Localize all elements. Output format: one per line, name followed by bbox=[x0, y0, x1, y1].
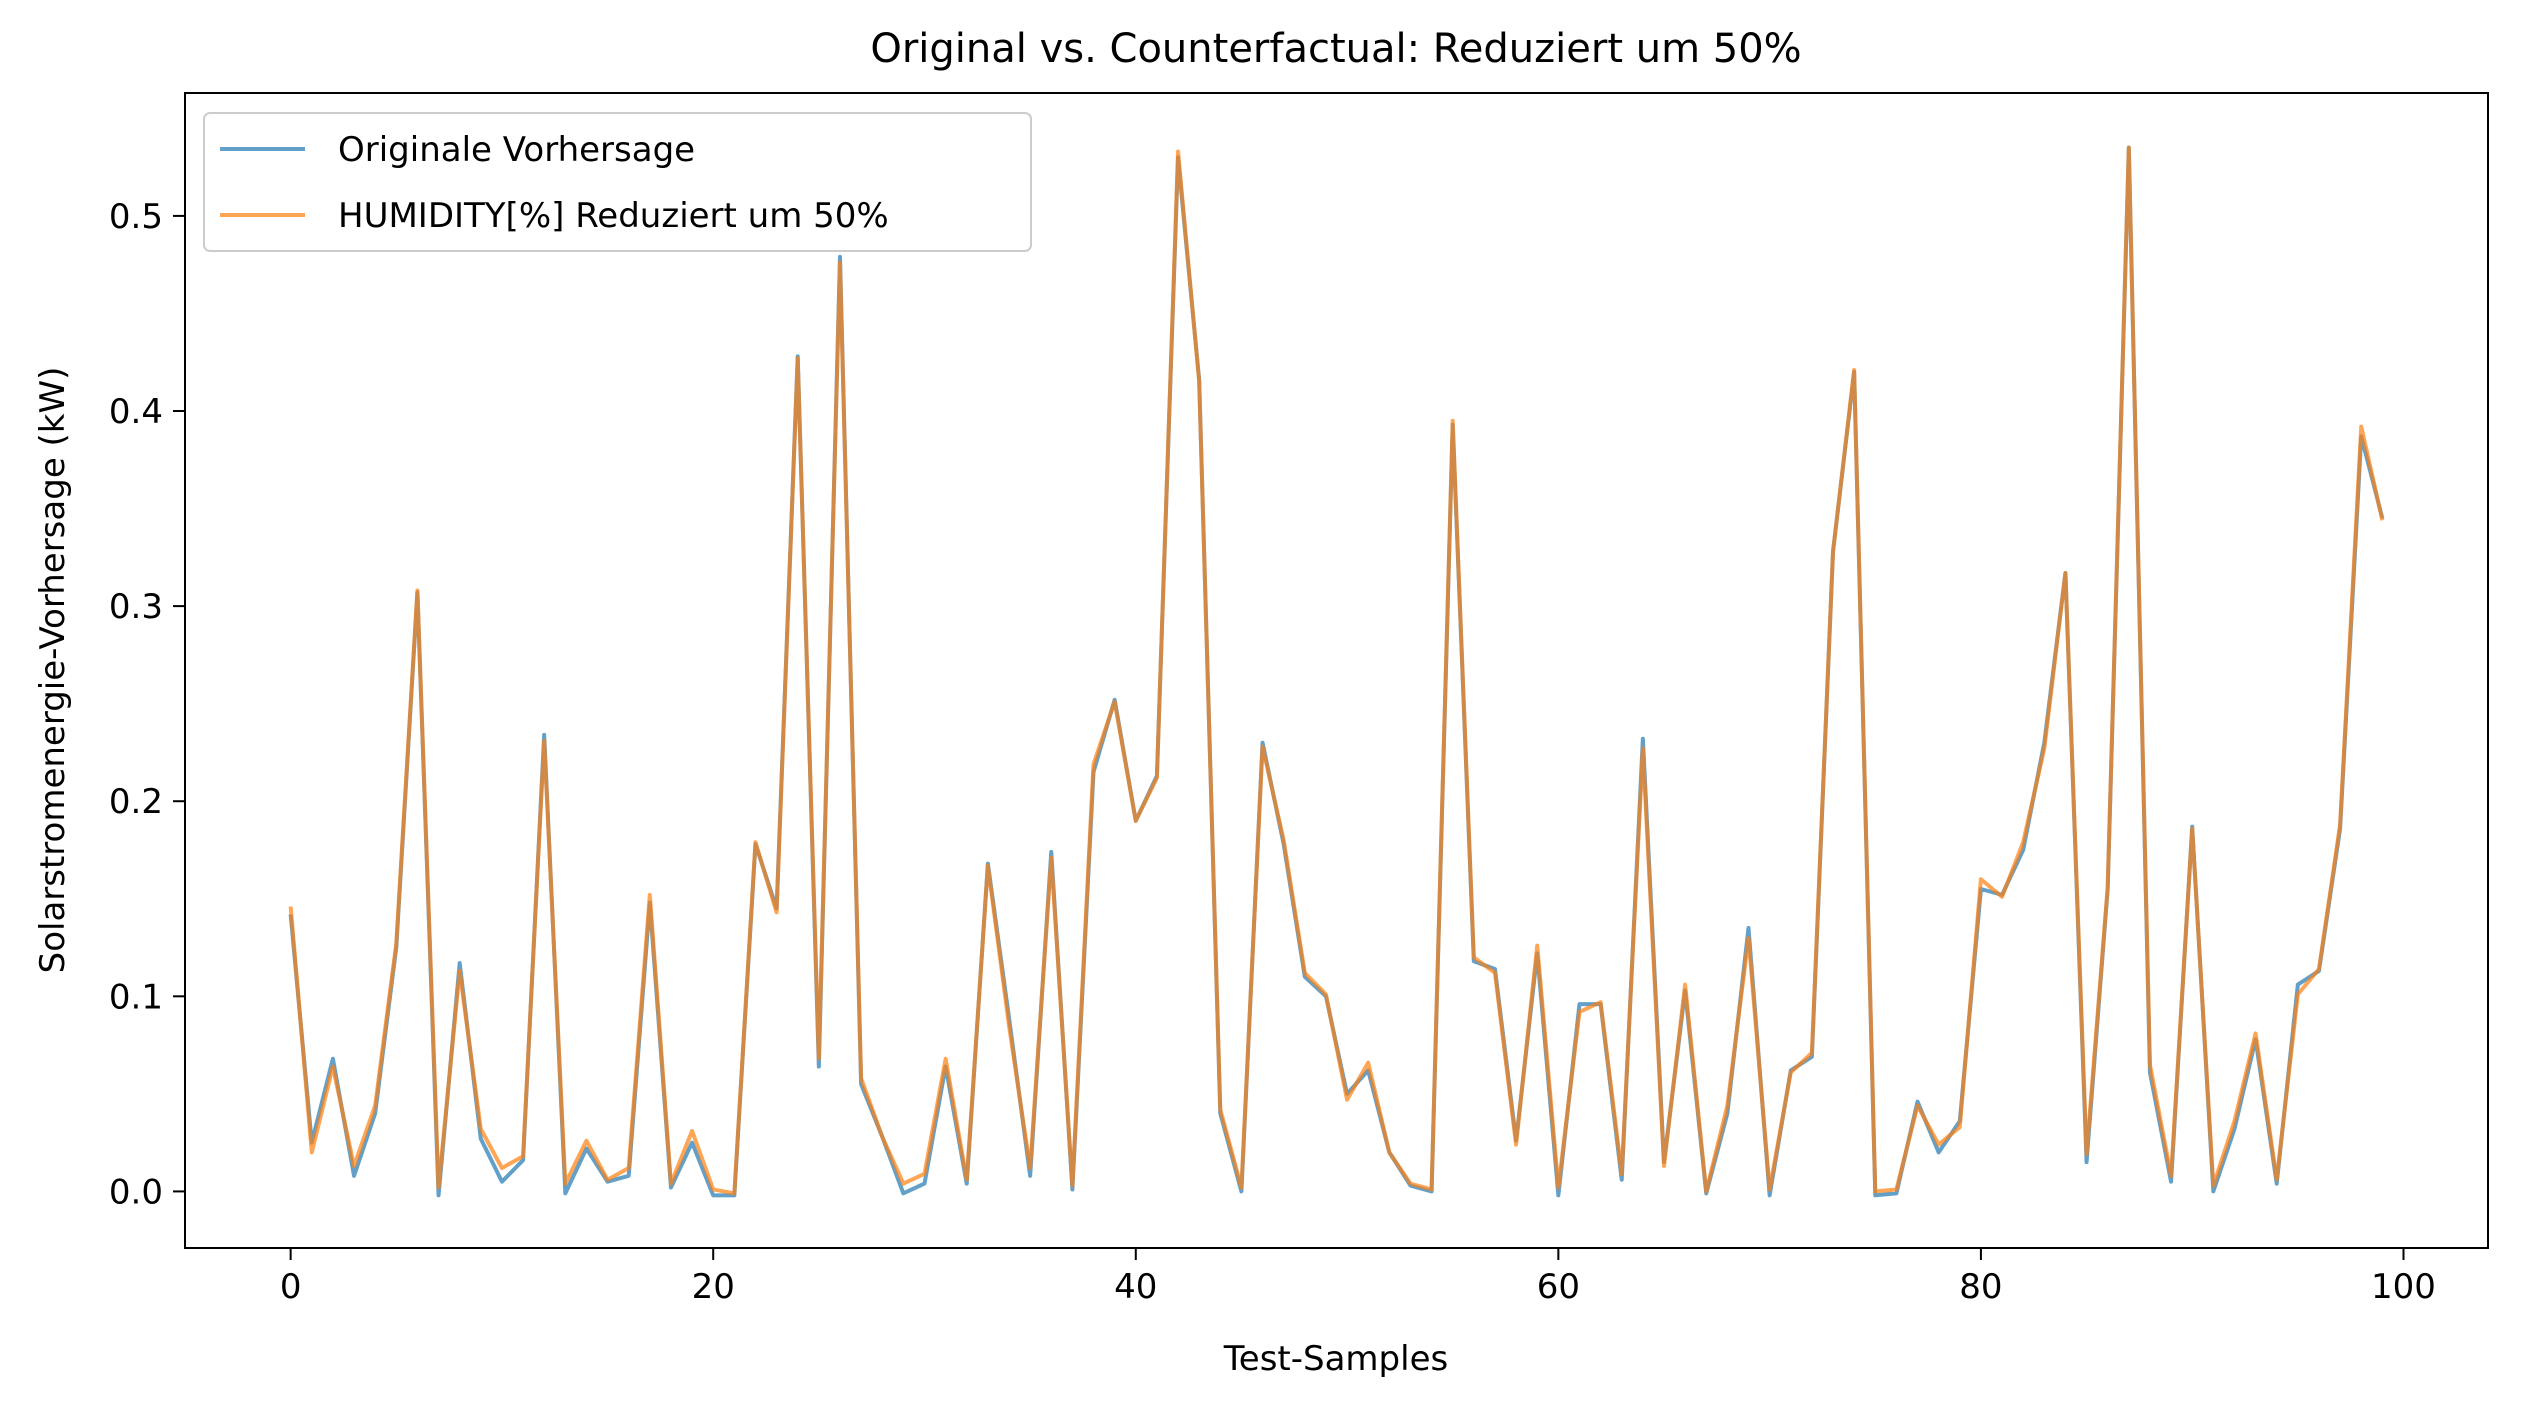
chart-title: Original vs. Counterfactual: Reduziert u… bbox=[870, 26, 1801, 72]
legend-label-original: Originale Vorhersage bbox=[338, 130, 695, 170]
y-tick-label: 0.2 bbox=[109, 782, 163, 822]
y-tick-label: 0.4 bbox=[109, 392, 163, 432]
y-tick-label: 0.1 bbox=[109, 977, 163, 1017]
x-tick-label: 0 bbox=[280, 1267, 302, 1307]
plot-frame bbox=[184, 92, 2489, 1249]
x-tick-label: 60 bbox=[1537, 1267, 1580, 1307]
x-tick-label: 40 bbox=[1114, 1267, 1157, 1307]
y-axis: 0.0 0.1 0.2 0.3 0.4 0.5 bbox=[109, 197, 185, 1212]
x-axis-label: Test-Samples bbox=[1223, 1339, 1448, 1379]
series-line-1 bbox=[288, 145, 2385, 1196]
legend: Originale Vorhersage HUMIDITY[%] Reduzie… bbox=[203, 112, 1032, 252]
y-tick-label: 0.5 bbox=[109, 197, 163, 237]
x-axis: 0 20 40 60 80 100 bbox=[280, 1248, 2436, 1307]
plot-lines bbox=[288, 145, 2385, 1198]
y-tick-label: 0.0 bbox=[109, 1172, 163, 1212]
legend-label-counterfactual: HUMIDITY[%] Reduziert um 50% bbox=[338, 196, 889, 236]
x-tick-label: 80 bbox=[1959, 1267, 2002, 1307]
legend-box bbox=[203, 112, 1032, 252]
y-axis-label: Solarstromenergie-Vorhersage (kW) bbox=[33, 367, 73, 974]
x-tick-label: 100 bbox=[2371, 1267, 2436, 1307]
y-tick-label: 0.3 bbox=[109, 587, 163, 627]
x-tick-label: 20 bbox=[692, 1267, 735, 1307]
